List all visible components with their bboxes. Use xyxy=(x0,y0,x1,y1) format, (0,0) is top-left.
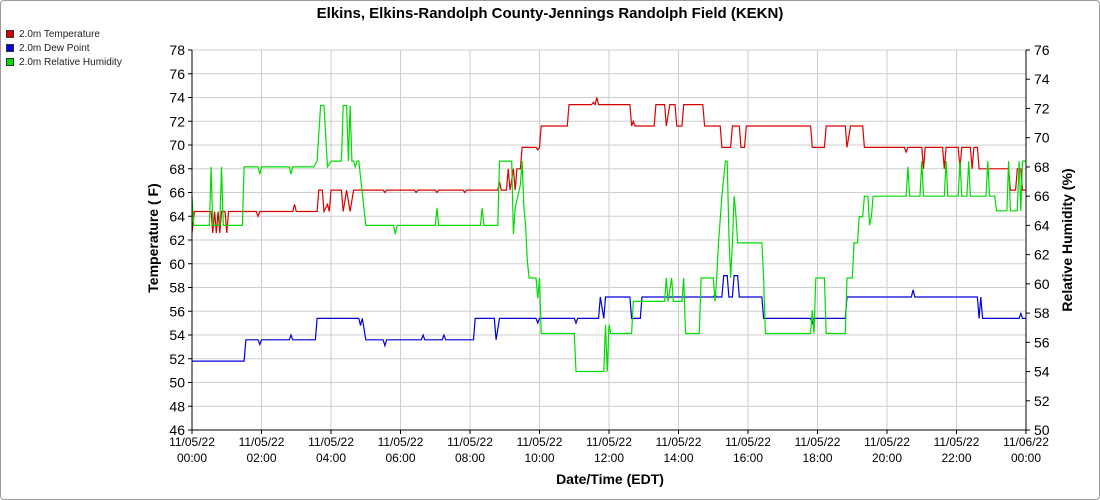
y-tick-label-left: 72 xyxy=(169,113,185,129)
series-line-temperature xyxy=(191,97,1026,233)
x-tick-label-time: 02:00 xyxy=(246,451,276,465)
legend: 2.0m Temperature 2.0m Dew Point 2.0m Rel… xyxy=(6,27,122,69)
x-tick-label-time: 20:00 xyxy=(872,451,902,465)
y-tick-label-right: 74 xyxy=(1034,71,1050,87)
x-tick-label-time: 04:00 xyxy=(316,451,346,465)
y-tick-label-left: 48 xyxy=(169,398,185,414)
y-tick-label-right: 56 xyxy=(1034,334,1050,350)
y-tick-label-right: 72 xyxy=(1034,100,1050,116)
x-tick-label-date: 11/05/22 xyxy=(447,435,493,449)
series-layer xyxy=(191,97,1026,373)
x-tick-label-date: 11/06/22 xyxy=(1003,435,1049,449)
x-tick-label-date: 11/05/22 xyxy=(725,435,771,449)
x-tick-label-date: 11/05/22 xyxy=(934,435,980,449)
legend-swatch-dew-point xyxy=(6,44,14,52)
series-line-relative-humidity xyxy=(191,104,1026,373)
legend-label-dew-point: 2.0m Dew Point xyxy=(19,42,90,54)
y-tick-label-left: 56 xyxy=(169,303,185,319)
y-tick-label-left: 64 xyxy=(169,208,185,224)
y-tick-label-right: 54 xyxy=(1034,364,1050,380)
x-axis-label: Date/Time (EDT) xyxy=(556,471,664,487)
legend-label-temperature: 2.0m Temperature xyxy=(19,28,100,40)
y-tick-label-left: 76 xyxy=(169,66,185,82)
y-tick-label-left: 70 xyxy=(169,137,185,153)
y-axis-label-left: Temperature ( F) xyxy=(145,183,161,292)
y-tick-label-left: 66 xyxy=(169,185,185,201)
y-tick-label-left: 62 xyxy=(169,232,185,248)
x-tick-label-time: 16:00 xyxy=(733,451,763,465)
y-tick-label-left: 50 xyxy=(169,375,185,391)
x-tick-label-time: 22:00 xyxy=(941,451,971,465)
x-tick-label-time: 00:00 xyxy=(177,451,207,465)
y-tick-label-left: 54 xyxy=(169,327,185,343)
grid xyxy=(191,49,1027,431)
x-tick-label-time: 18:00 xyxy=(802,451,832,465)
legend-item-dew-point: 2.0m Dew Point xyxy=(6,41,122,55)
legend-item-relative-humidity: 2.0m Relative Humidity xyxy=(6,55,122,69)
x-tick-label-date: 11/05/22 xyxy=(656,435,702,449)
y-tick-label-right: 62 xyxy=(1034,247,1050,263)
y-tick-label-left: 46 xyxy=(169,422,185,438)
x-tick-label-date: 11/05/22 xyxy=(586,435,632,449)
legend-label-relative-humidity: 2.0m Relative Humidity xyxy=(19,56,122,68)
x-tick-label-time: 06:00 xyxy=(385,451,415,465)
x-tick-label-date: 11/05/22 xyxy=(308,435,354,449)
x-tick-label-time: 12:00 xyxy=(594,451,624,465)
y-tick-label-left: 58 xyxy=(169,280,185,296)
x-tick-label-time: 10:00 xyxy=(524,451,554,465)
y-tick-label-left: 60 xyxy=(169,256,185,272)
legend-item-temperature: 2.0m Temperature xyxy=(6,27,122,41)
y-tick-label-left: 78 xyxy=(169,42,185,58)
x-tick-label-time: 00:00 xyxy=(1011,451,1041,465)
y-tick-label-left: 74 xyxy=(169,90,185,106)
y-tick-label-right: 76 xyxy=(1034,42,1050,58)
y-tick-label-left: 52 xyxy=(169,351,185,367)
y-tick-label-right: 58 xyxy=(1034,305,1050,321)
y-tick-label-right: 70 xyxy=(1034,130,1050,146)
y-axis-label-right: Relative Humidity (%) xyxy=(1059,168,1075,311)
x-tick-label-date: 11/05/22 xyxy=(239,435,285,449)
y-tick-label-right: 52 xyxy=(1034,393,1050,409)
x-tick-label-date: 11/05/22 xyxy=(169,435,215,449)
y-tick-label-right: 68 xyxy=(1034,159,1050,175)
y-tick-label-left: 68 xyxy=(169,161,185,177)
y-tick-label-right: 50 xyxy=(1034,422,1050,438)
x-tick-label-time: 14:00 xyxy=(663,451,693,465)
x-tick-label-date: 11/05/22 xyxy=(517,435,563,449)
y-tick-label-right: 66 xyxy=(1034,188,1050,204)
legend-swatch-temperature xyxy=(6,30,14,38)
legend-swatch-relative-humidity xyxy=(6,58,14,66)
axes: 46 48 50 52 54 56 58 60 62 64 66 68 70 72 74 76 78 50 52 54… xyxy=(169,42,1050,465)
chart-title: Elkins, Elkins-Randolph County-Jennings … xyxy=(316,5,784,22)
x-tick-label-time: 08:00 xyxy=(455,451,485,465)
y-tick-label-right: 60 xyxy=(1034,276,1050,292)
x-tick-label-date: 11/05/22 xyxy=(378,435,424,449)
x-tick-label-date: 11/05/22 xyxy=(864,435,910,449)
y-tick-label-right: 64 xyxy=(1034,217,1050,233)
x-tick-label-date: 11/05/22 xyxy=(795,435,841,449)
